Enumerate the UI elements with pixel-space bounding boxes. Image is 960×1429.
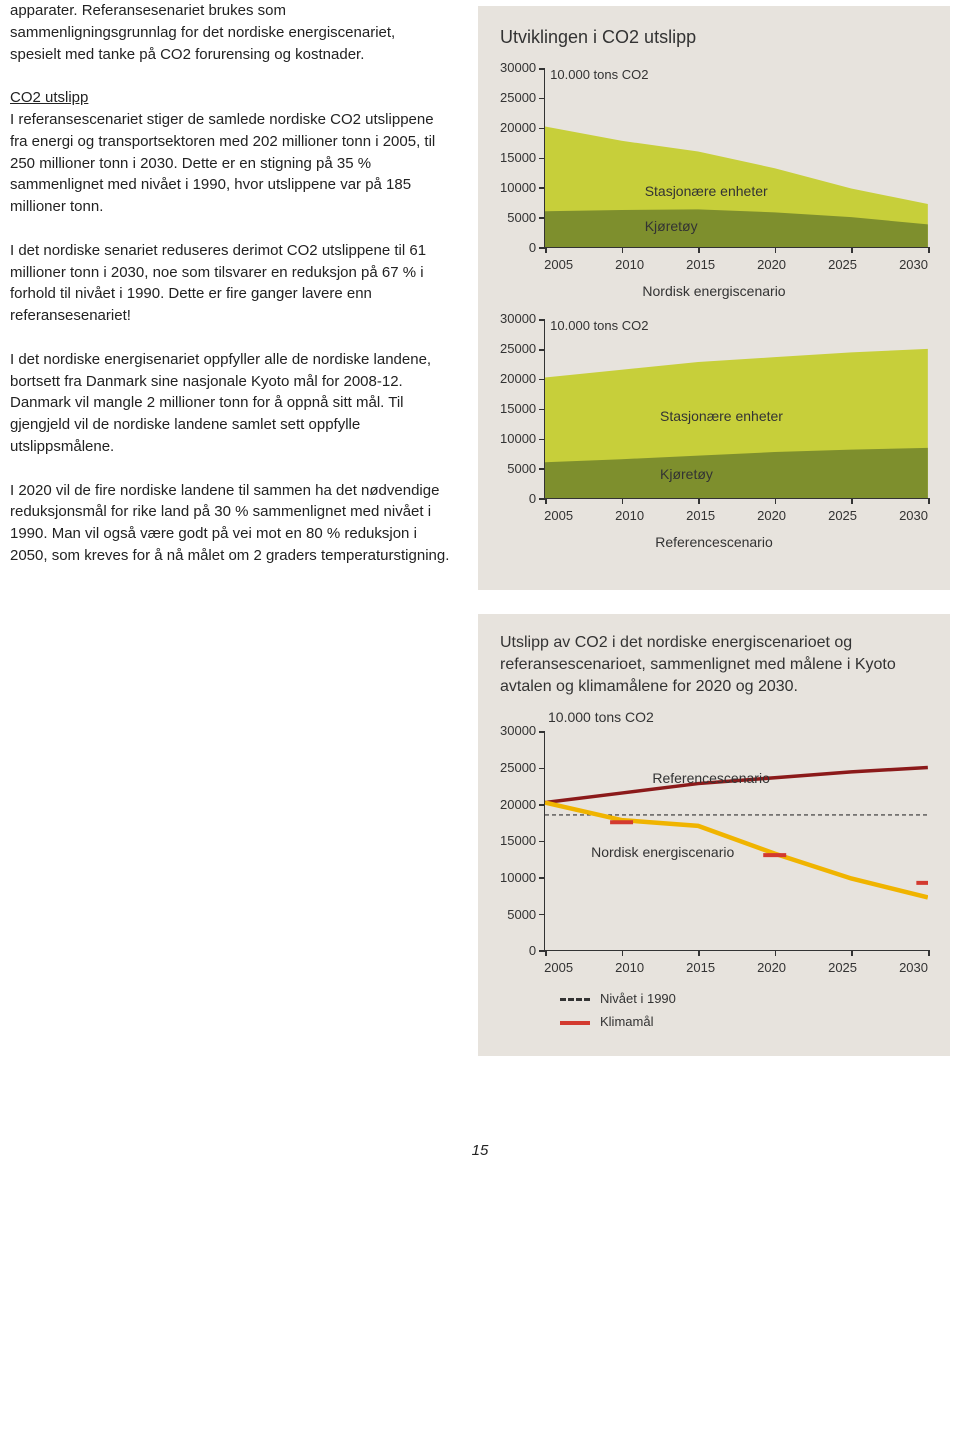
line-label-nordic: Nordisk energiscenario xyxy=(591,842,734,862)
paragraph-4: I det nordiske energisenariet oppfyller … xyxy=(10,349,450,458)
box1-title: Utviklingen i CO2 utslipp xyxy=(500,24,928,50)
chartA-subtitle: Nordisk energiscenario xyxy=(500,281,928,301)
chart-reference-scenario: 300002500020000150001000050000 10.000 to… xyxy=(500,319,928,552)
paragraph-1: apparater. Referansesenariet brukes som … xyxy=(10,0,450,65)
box2-unit: 10.000 tons CO2 xyxy=(548,707,928,727)
chart-nordic-scenario: 300002500020000150001000050000 10.000 to… xyxy=(500,68,928,301)
paragraph-2-body: I referansescenariet stiger de samlede n… xyxy=(10,111,435,215)
co2-utslipp-heading: CO2 utslipp xyxy=(10,89,88,106)
chartA-label-stationary: Stasjonære enheter xyxy=(645,181,768,201)
legend-swatch-klima xyxy=(560,1021,590,1025)
chartB-label-vehicles: Kjøretøy xyxy=(660,464,713,484)
chartA-label-vehicles: Kjøretøy xyxy=(645,216,698,236)
page-number: 15 xyxy=(0,1140,960,1162)
co2-targets-box: Utslipp av CO2 i det nordiske energiscen… xyxy=(478,614,950,1056)
legend-label-1990: Nivået i 1990 xyxy=(600,990,676,1009)
line-label-reference: Referencescenario xyxy=(652,768,770,788)
chartB-subtitle: Referencescenario xyxy=(500,532,928,552)
legend: Nivået i 1990 Klimamål xyxy=(560,990,928,1032)
box2-desc: Utslipp av CO2 i det nordiske energiscen… xyxy=(500,632,928,697)
co2-development-box: Utviklingen i CO2 utslipp 30000250002000… xyxy=(478,6,950,590)
legend-swatch-1990 xyxy=(560,998,590,1001)
chart-targets: 300002500020000150001000050000 Reference… xyxy=(500,731,928,978)
chartB-label-stationary: Stasjonære enheter xyxy=(660,406,783,426)
paragraph-3: I det nordiske senariet reduseres derimo… xyxy=(10,240,450,327)
paragraph-5: I 2020 vil de fire nordiske landene til … xyxy=(10,480,450,567)
paragraph-2: CO2 utslipp I referansescenariet stiger … xyxy=(10,87,450,218)
legend-label-klima: Klimamål xyxy=(600,1013,653,1032)
